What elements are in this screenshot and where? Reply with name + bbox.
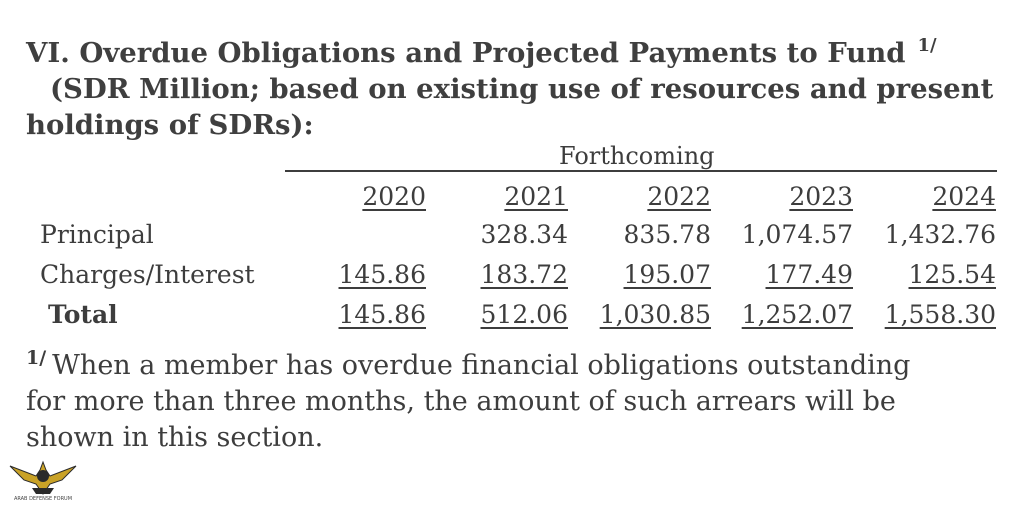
year-header-2020: 2020 bbox=[362, 182, 426, 211]
total-2023: 1,252.07 bbox=[741, 300, 853, 329]
row-label-charges-interest: Charges/Interest bbox=[40, 260, 255, 289]
footnote-line-1: 1/When a member has overdue financial ob… bbox=[26, 347, 911, 381]
principal-2022: 835.78 bbox=[623, 220, 711, 249]
charges-2022: 195.07 bbox=[623, 260, 711, 289]
footnote-line-2: for more than three months, the amount o… bbox=[26, 386, 896, 417]
eagle-emblem-icon bbox=[6, 458, 80, 512]
footnote: 1/When a member has overdue financial ob… bbox=[26, 340, 1016, 456]
watermark-text: ARAB DEFENSE FORUM bbox=[13, 496, 73, 502]
total-2024: 1,558.30 bbox=[884, 300, 996, 329]
footnote-mark: 1/ bbox=[26, 347, 47, 369]
footnote-line-3: shown in this section. bbox=[26, 422, 324, 453]
principal-2021: 328.34 bbox=[480, 220, 568, 249]
forthcoming-header: Forthcoming bbox=[285, 142, 997, 172]
row-label-total: Total bbox=[48, 300, 118, 329]
year-header-2023: 2023 bbox=[789, 182, 853, 211]
title-line-2: (SDR Million; based on existing use of r… bbox=[50, 73, 994, 105]
charges-2024: 125.54 bbox=[908, 260, 996, 289]
row-label-principal: Principal bbox=[40, 220, 154, 249]
forthcoming-label: Forthcoming bbox=[557, 142, 717, 170]
total-2020: 145.86 bbox=[338, 300, 426, 329]
charges-2020: 145.86 bbox=[338, 260, 426, 289]
charges-2023: 177.49 bbox=[765, 260, 853, 289]
year-header-2024: 2024 bbox=[932, 182, 996, 211]
total-2021: 512.06 bbox=[480, 300, 568, 329]
title-footnote-mark: 1/ bbox=[917, 35, 937, 56]
year-header-2022: 2022 bbox=[647, 182, 711, 211]
principal-2024: 1,432.76 bbox=[884, 220, 996, 249]
section-title: VI. Overdue Obligations and Projected Pa… bbox=[26, 28, 1016, 143]
title-line-1: VI. Overdue Obligations and Projected Pa… bbox=[26, 35, 937, 69]
year-header-2021: 2021 bbox=[504, 182, 568, 211]
charges-2021: 183.72 bbox=[480, 260, 568, 289]
title-line-3: holdings of SDRs): bbox=[26, 109, 314, 141]
total-2022: 1,030.85 bbox=[599, 300, 711, 329]
principal-2023: 1,074.57 bbox=[741, 220, 853, 249]
